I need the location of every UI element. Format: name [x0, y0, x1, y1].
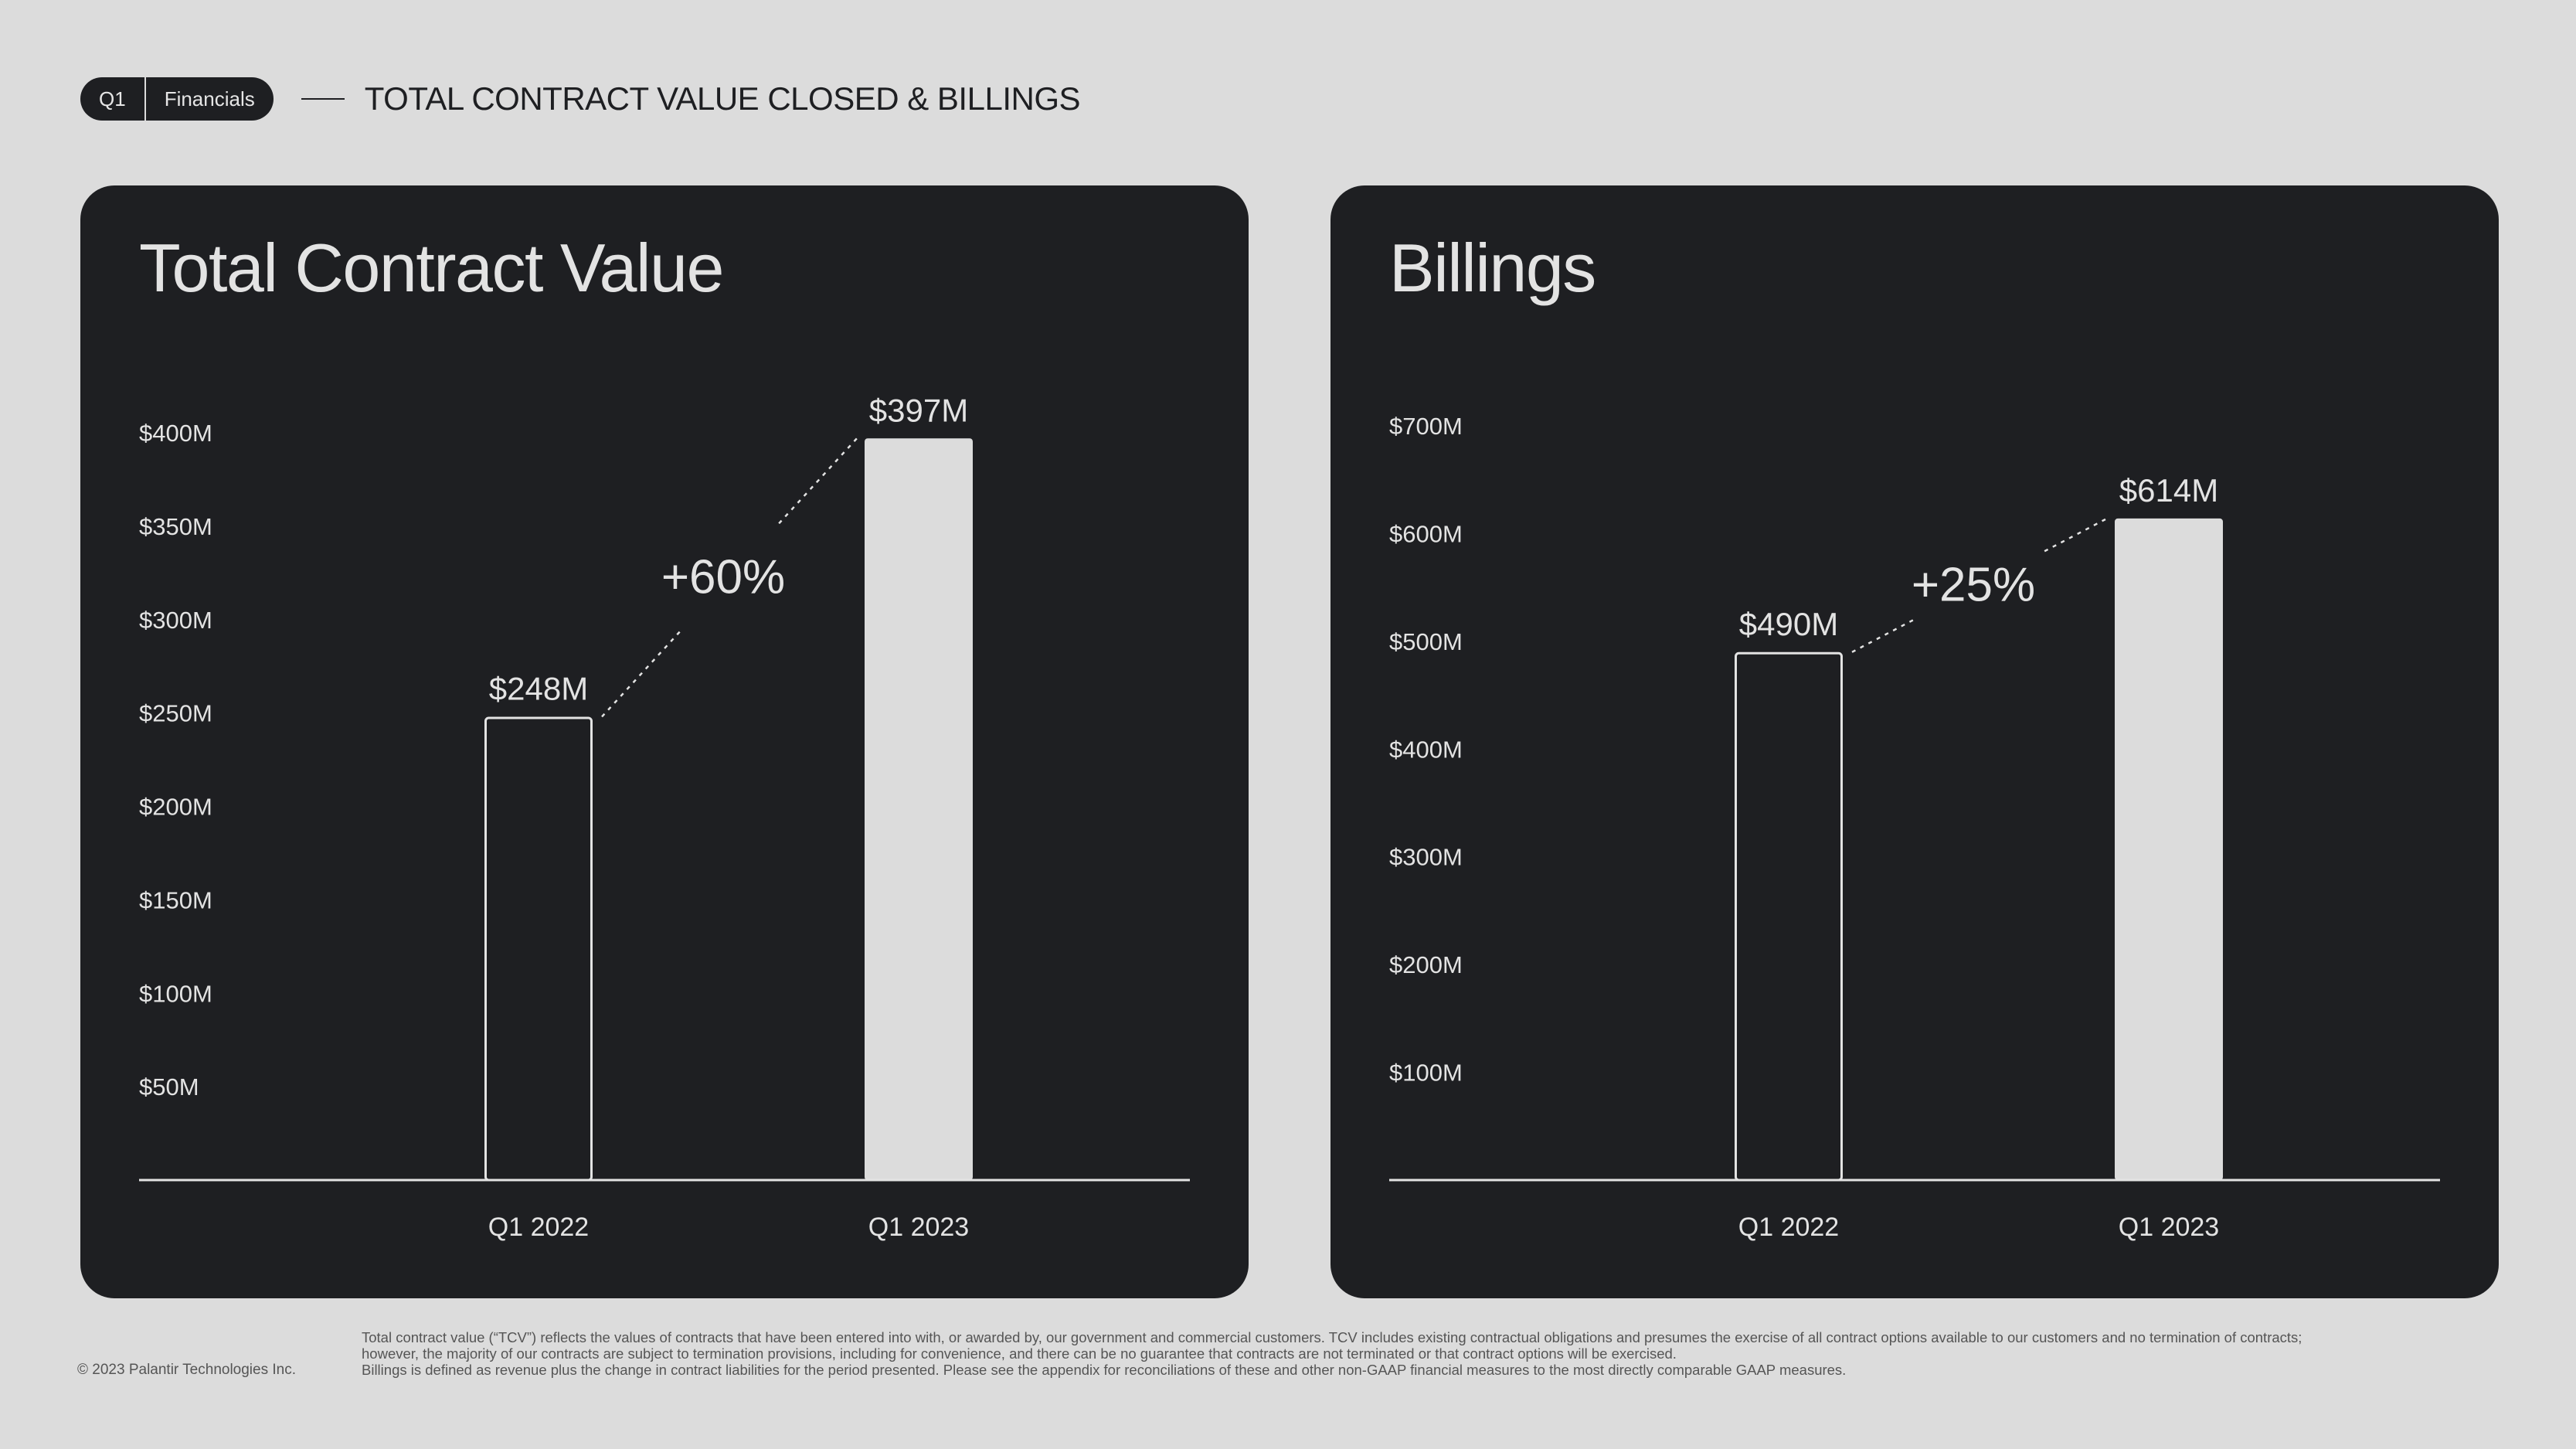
y-tick-label: $100M [1389, 1060, 1463, 1087]
bar [865, 438, 973, 1180]
y-tick-label: $200M [139, 794, 212, 821]
header-dash [301, 98, 345, 100]
billings-chart-card: Billings $100M $200M $300M $400M $500M $600M $… [1330, 185, 2499, 1298]
x-tick-label: Q1 2022 [488, 1213, 589, 1242]
x-tick-label: Q1 2023 [868, 1213, 969, 1242]
footnote-line-3: Billings is defined as revenue plus the … [362, 1362, 1847, 1378]
bar [2115, 518, 2223, 1180]
y-tick-label: $250M [139, 700, 212, 727]
y-tick-label: $100M [139, 980, 212, 1007]
y-tick-label: $300M [1389, 844, 1463, 871]
bar-value-label: $614M [2119, 472, 2218, 509]
footnote-line-1: Total contract value (“TCV”) reflects th… [362, 1329, 2302, 1345]
growth-connector [601, 631, 681, 718]
bar-value-label: $397M [869, 392, 968, 428]
y-tick-label: $400M [139, 420, 212, 447]
y-tick-label: $700M [1389, 413, 1463, 440]
section-pill: Q1 Financials [80, 77, 274, 121]
billings-chart-title: Billings [1389, 230, 1596, 306]
growth-connector [2044, 517, 2108, 553]
page-title: TOTAL CONTRACT VALUE CLOSED & BILLINGS [364, 80, 1081, 117]
billings-chart: $100M $200M $300M $400M $500M $600M $700M $490M… [1389, 413, 2440, 1242]
bar-value-label: $490M [1739, 606, 1838, 642]
y-tick-label: $500M [1389, 628, 1463, 655]
bar-value-label: $248M [489, 670, 588, 706]
y-tick-label: $400M [1389, 736, 1463, 763]
bar [484, 716, 593, 1182]
bar [1735, 651, 1843, 1182]
footnote-line-2: however, the majority of our contracts a… [362, 1345, 1677, 1362]
y-tick-label: $200M [1389, 951, 1463, 978]
tcv-chart: $50M $100M $150M $200M $250M $300M $350M $400M $… [139, 392, 1190, 1242]
y-tick-label: $50M [139, 1073, 199, 1100]
y-tick-label: $600M [1389, 520, 1463, 547]
x-tick-label: Q1 2023 [2119, 1213, 2219, 1242]
growth-label: +60% [661, 550, 785, 604]
tcv-chart-title: Total Contract Value [139, 230, 724, 306]
pill-divider [144, 77, 146, 121]
tcv-chart-card: Total Contract Value $50M $100M $150M $200M… [80, 185, 1249, 1298]
growth-connector [1851, 618, 1915, 653]
x-tick-label: Q1 2022 [1738, 1213, 1839, 1242]
copyright: © 2023 Palantir Technologies Inc. [77, 1362, 296, 1378]
slide-header: Q1 Financials TOTAL CONTRACT VALUE CLOSE… [80, 77, 1081, 121]
section-label: Financials [164, 87, 255, 111]
quarter-label: Q1 [99, 87, 126, 111]
y-tick-label: $350M [139, 513, 212, 540]
growth-connector [778, 437, 858, 525]
y-tick-label: $300M [139, 607, 212, 634]
growth-label: +25% [1912, 558, 2035, 611]
y-tick-label: $150M [139, 886, 212, 913]
footnote: Total contract value (“TCV”) reflects th… [362, 1329, 2448, 1378]
